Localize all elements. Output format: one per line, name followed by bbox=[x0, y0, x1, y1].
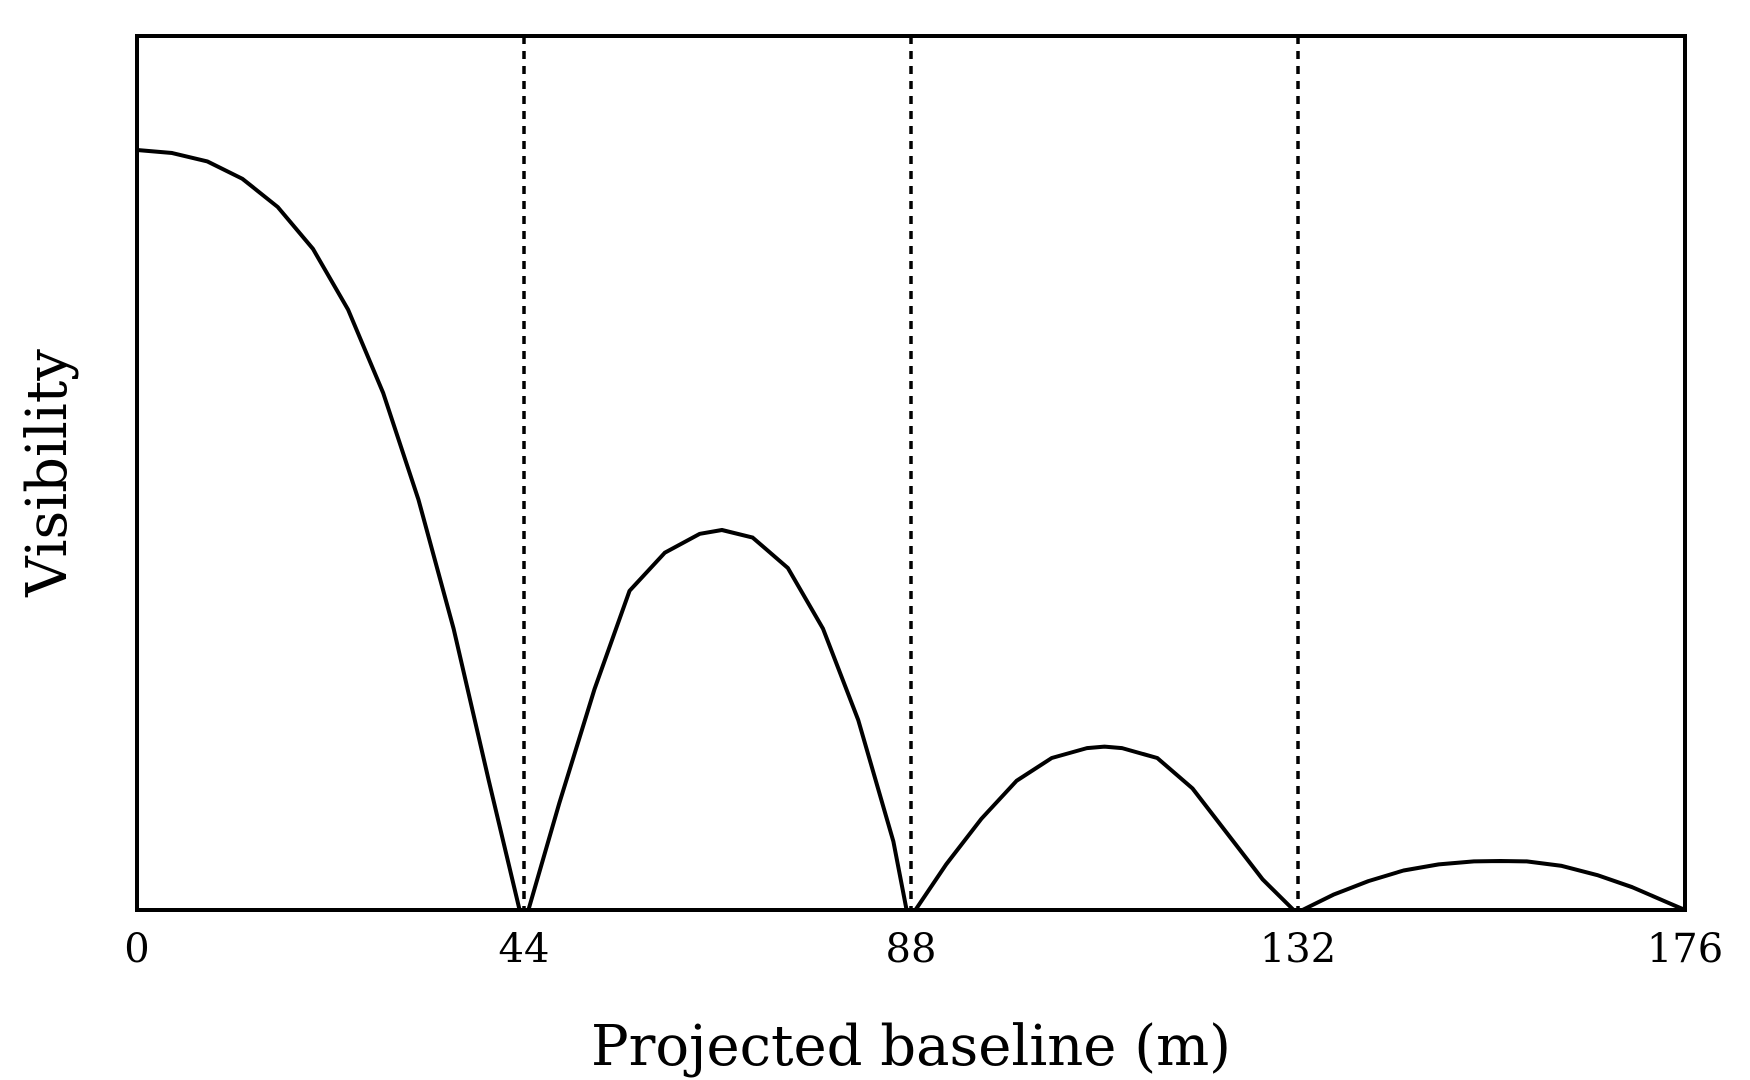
x-tick-label: 44 bbox=[499, 926, 550, 972]
x-tick-labels: 0 44 88 132 176 bbox=[124, 926, 1723, 972]
reference-lines bbox=[522, 36, 1300, 910]
x-tick-label: 176 bbox=[1647, 926, 1723, 972]
visibility-curve bbox=[136, 148, 1686, 912]
x-tick-label: 88 bbox=[886, 926, 937, 972]
y-axis-label: Visibility bbox=[15, 349, 80, 598]
x-tick-label: 0 bbox=[124, 926, 149, 972]
x-axis-label: Projected baseline (m) bbox=[591, 1014, 1231, 1079]
x-tick-label: 132 bbox=[1260, 926, 1336, 972]
